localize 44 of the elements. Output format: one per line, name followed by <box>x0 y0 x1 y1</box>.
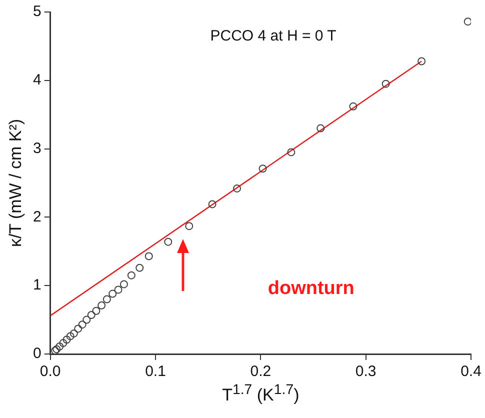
y-tick-label: 2 <box>33 208 42 226</box>
point <box>164 238 172 246</box>
y-axis-title: κ/T (mW / cm K²) <box>6 118 26 248</box>
point <box>102 295 111 304</box>
point <box>127 271 136 280</box>
point <box>56 342 64 350</box>
point <box>258 164 267 173</box>
x-tick-label: 0.1 <box>145 363 166 380</box>
point <box>108 290 117 298</box>
y-tick-label: 5 <box>33 3 42 20</box>
point <box>349 102 358 110</box>
y-tick-label: 4 <box>33 72 42 89</box>
point <box>98 301 106 310</box>
x-tick-label: 0.3 <box>355 363 376 380</box>
point <box>233 184 242 192</box>
point <box>62 336 71 344</box>
point <box>418 57 426 66</box>
x-tick-label: 0.2 <box>250 363 272 380</box>
point <box>74 324 82 333</box>
point <box>59 339 68 348</box>
annotation: PCCO 4 at H = 0 T <box>210 27 336 44</box>
point <box>144 252 153 260</box>
x-axis-title: T$^{1.7}$ (K$^{1.7}$) <box>222 382 300 406</box>
point <box>382 80 390 88</box>
annotation: downturn <box>268 278 354 300</box>
point <box>82 316 91 324</box>
point <box>114 286 122 294</box>
x-tick-label: 0.0 <box>40 363 61 380</box>
point <box>464 18 471 26</box>
point <box>87 311 96 320</box>
point <box>92 306 100 315</box>
point <box>120 280 128 288</box>
point <box>316 124 325 132</box>
point <box>136 264 144 272</box>
x-tick-label: 0.4 <box>460 363 482 380</box>
y-tick-label: 1 <box>33 276 42 294</box>
y-tick-label: 3 <box>33 140 42 157</box>
point <box>185 222 194 230</box>
point <box>66 332 74 340</box>
point <box>287 148 296 156</box>
point <box>208 200 216 208</box>
y-tick-label: 0 <box>33 345 42 362</box>
point <box>78 320 86 329</box>
point <box>70 329 78 338</box>
